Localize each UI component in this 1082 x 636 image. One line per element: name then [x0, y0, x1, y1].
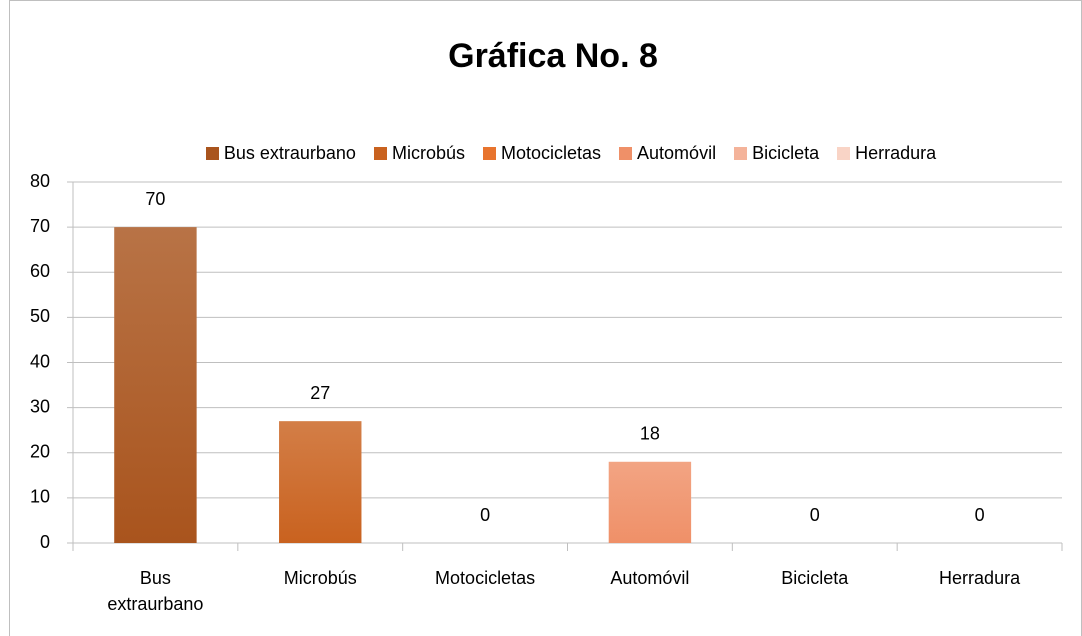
y-tick-label: 0 — [40, 532, 50, 552]
value-label: 0 — [810, 505, 820, 525]
legend: Bus extraurbano Microbús Motocicletas Autom… — [0, 143, 1082, 164]
legend-swatch — [373, 147, 387, 160]
y-tick-label: 10 — [30, 487, 50, 507]
y-tick-label: 80 — [30, 171, 50, 191]
legend-item: Automóvil — [619, 143, 716, 164]
legend-item: Microbús — [373, 143, 465, 164]
legend-label: Automóvil — [637, 143, 717, 163]
legend-item: Bus extraurbano — [205, 143, 356, 164]
legend-label: Microbús — [391, 143, 465, 163]
legend-item: Bicicleta — [734, 143, 819, 164]
y-tick-label: 50 — [30, 306, 50, 326]
bar — [114, 227, 197, 543]
legend-label: Motocicletas — [500, 143, 602, 163]
y-tick-label: 40 — [30, 351, 50, 371]
legend-item: Herradura — [837, 143, 936, 164]
y-tick-label: 20 — [30, 442, 50, 462]
x-tick-label: Microbús — [283, 568, 357, 588]
y-tick-label: 30 — [30, 396, 50, 416]
y-tick-label: 70 — [30, 216, 50, 236]
chart-title: Gráfica No. 8 — [448, 37, 658, 75]
x-tick-label: Herradura — [939, 568, 1021, 588]
value-label: 27 — [310, 383, 330, 403]
x-tick-label: Automóvil — [610, 568, 690, 588]
value-label: 0 — [975, 505, 985, 525]
value-label: 18 — [640, 424, 660, 444]
x-tick-label: Motocicletas — [435, 568, 536, 588]
bar — [279, 421, 362, 543]
legend-label: Bicicleta — [752, 143, 820, 163]
legend-swatch — [837, 147, 851, 160]
legend-swatch — [619, 147, 633, 160]
x-tick-label: Bus extraurbano — [107, 568, 204, 614]
bar — [608, 461, 692, 543]
legend-item: Motocicletas — [482, 143, 602, 164]
legend-swatch — [482, 147, 496, 160]
legend-swatch — [734, 147, 748, 160]
value-label: 0 — [480, 505, 490, 525]
y-tick-label: 60 — [30, 261, 50, 281]
x-tick-label: Bicicleta — [781, 568, 849, 588]
legend-label: Bus extraurbano — [223, 143, 356, 163]
legend-swatch — [205, 147, 219, 160]
value-label: 70 — [145, 189, 165, 209]
legend-label: Herradura — [855, 143, 937, 163]
